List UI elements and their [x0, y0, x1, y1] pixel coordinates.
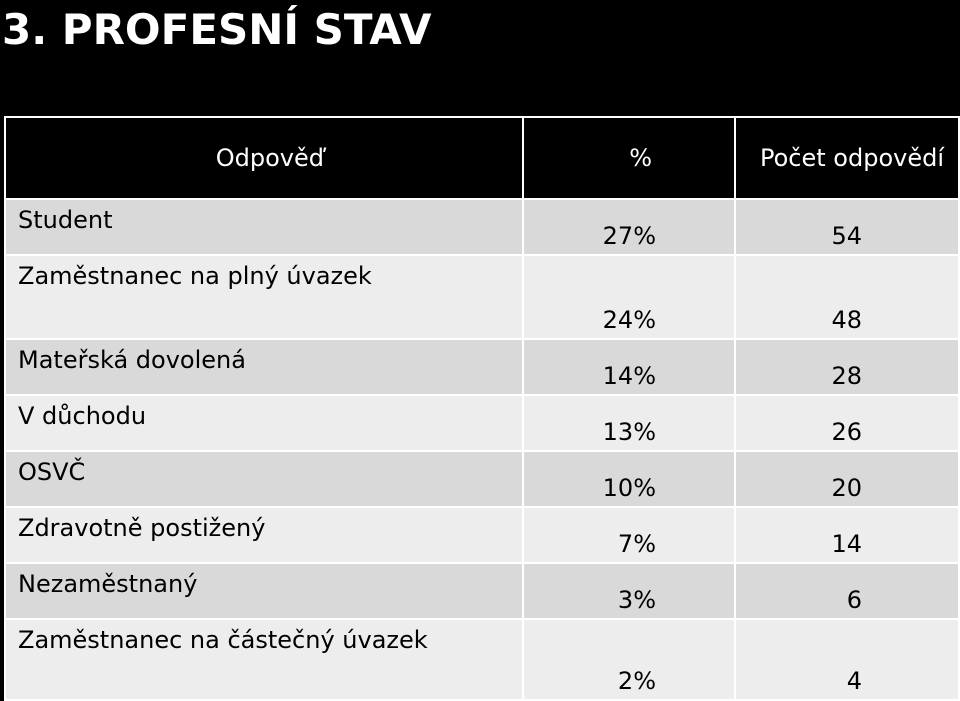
row-label: V důchodu [4, 394, 524, 452]
table-row: Student 27% 54 [4, 198, 960, 256]
header-count: Počet odpovědí [734, 116, 960, 200]
row-label: Nezaměstnaný [4, 562, 524, 620]
table-header-row: Odpověď % Počet odpovědí [4, 116, 960, 200]
row-label: Student [4, 198, 524, 256]
table-row: Mateřská dovolená 14% 28 [4, 338, 960, 396]
table-row: OSVČ 10% 20 [4, 450, 960, 508]
row-count: 14 [734, 506, 960, 564]
slide-title: 3. PROFESNÍ STAV [2, 5, 432, 54]
row-percent: 7% [522, 506, 736, 564]
row-count: 26 [734, 394, 960, 452]
row-label: Zdravotně postižený [4, 506, 524, 564]
row-label: Mateřská dovolená [4, 338, 524, 396]
row-count: 28 [734, 338, 960, 396]
row-count: 20 [734, 450, 960, 508]
table-row: Nezaměstnaný 3% 6 [4, 562, 960, 620]
row-count: 6 [734, 562, 960, 620]
row-count: 4 [734, 618, 960, 701]
row-count: 48 [734, 254, 960, 340]
table-row: Zaměstnanec na plný úvazek 24% 48 [4, 254, 960, 340]
row-percent: 13% [522, 394, 736, 452]
row-label: Zaměstnanec na částečný úvazek [4, 618, 524, 701]
row-percent: 10% [522, 450, 736, 508]
row-percent: 3% [522, 562, 736, 620]
row-percent: 27% [522, 198, 736, 256]
survey-table: Odpověď % Počet odpovědí Student 27% 54 … [4, 116, 960, 701]
row-label: OSVČ [4, 450, 524, 508]
header-answer: Odpověď [4, 116, 524, 200]
row-percent: 2% [522, 618, 736, 701]
survey-table-container: Odpověď % Počet odpovědí Student 27% 54 … [4, 116, 960, 701]
table-row: V důchodu 13% 26 [4, 394, 960, 452]
table-row: Zaměstnanec na částečný úvazek 2% 4 [4, 618, 960, 701]
table-row: Zdravotně postižený 7% 14 [4, 506, 960, 564]
row-count: 54 [734, 198, 960, 256]
row-percent: 14% [522, 338, 736, 396]
header-percent: % [522, 116, 736, 200]
row-percent: 24% [522, 254, 736, 340]
row-label: Zaměstnanec na plný úvazek [4, 254, 524, 340]
